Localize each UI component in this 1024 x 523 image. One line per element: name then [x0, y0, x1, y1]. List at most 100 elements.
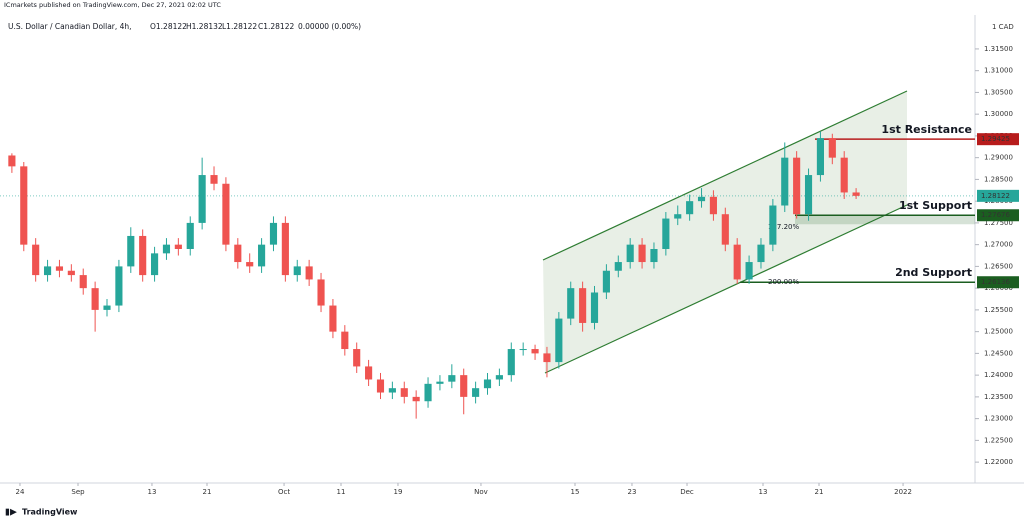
candle-body [745, 262, 753, 280]
candle-body [448, 375, 456, 382]
candle-body [757, 244, 765, 263]
candle-body [186, 222, 194, 249]
candle-body [91, 288, 99, 310]
candle-body [852, 192, 860, 196]
candle-body [638, 244, 646, 263]
candle-body [8, 155, 16, 167]
candle-body [460, 375, 468, 397]
x-tick-label: Oct [278, 488, 290, 496]
last-price-box [977, 189, 1019, 202]
candle-body [424, 383, 432, 402]
candle-body [258, 244, 266, 267]
symbol: U.S. Dollar / Canadian Dollar, 4h, [8, 22, 132, 31]
candle-body [341, 331, 349, 350]
candle-body [127, 235, 135, 267]
y-tick-label: 1.27500 [984, 219, 1013, 227]
fib-label: 127.20% [768, 223, 799, 231]
level-name: 2nd Support [895, 266, 972, 279]
support-zone [795, 215, 975, 225]
candle-body [579, 288, 587, 323]
level-price-label: 1.27676 [981, 211, 1010, 219]
y-tick-label: 1.27000 [984, 241, 1013, 249]
x-tick-label: Dec [680, 488, 694, 496]
candle-body [115, 266, 123, 306]
candle-body [686, 201, 694, 215]
x-tick-label: 21 [203, 488, 212, 496]
channel-lower [544, 204, 908, 374]
candle-body [20, 166, 28, 245]
level-price-box [977, 276, 1019, 289]
level-price-label: 1.26136 [981, 278, 1010, 286]
candle-body [697, 196, 706, 202]
y-tick-label: 1.23500 [984, 393, 1013, 401]
candle-body [222, 183, 230, 245]
candle-body [816, 138, 824, 176]
candle-body [662, 218, 670, 249]
currency-label: 1 CAD [992, 23, 1014, 31]
candle-body [400, 388, 408, 397]
candle-body [103, 305, 111, 310]
y-tick-label: 1.23000 [984, 415, 1013, 423]
candle-body [55, 266, 64, 271]
y-tick-label: 1.28500 [984, 175, 1013, 183]
candle-body [293, 266, 301, 276]
candle-body [483, 379, 492, 389]
candle-body [329, 305, 337, 332]
candle-body [543, 353, 551, 363]
candle-body [210, 175, 218, 184]
candle-body [614, 262, 622, 271]
candle-body [436, 381, 444, 384]
ohlc-value: O1.28122 [150, 22, 187, 31]
candle-body [804, 175, 813, 215]
candle-body [32, 244, 40, 276]
candle-body [198, 175, 206, 223]
level-price-box [977, 133, 1019, 146]
candle-body [602, 270, 610, 293]
candle-body [174, 244, 182, 249]
y-tick-label: 1.30000 [984, 110, 1013, 118]
candle-body [650, 249, 658, 263]
fib-label: 200.00% [768, 278, 799, 286]
last-price-label: 1.28122 [981, 192, 1010, 200]
x-tick-label: 13 [759, 488, 768, 496]
level-price-box [977, 209, 1019, 222]
publisher: ICmarkets published on TradingView.com, … [4, 1, 221, 9]
x-tick-label: 19 [394, 488, 403, 496]
candle-body [353, 349, 361, 367]
y-tick-label: 1.22000 [984, 458, 1013, 466]
candle-body [246, 262, 254, 267]
candle-body [555, 318, 563, 363]
ohlc-value: C1.28122 [258, 22, 294, 31]
candle-body [472, 388, 480, 397]
y-tick-label: 1.26500 [984, 262, 1013, 270]
level-name: 1st Support [899, 199, 972, 212]
candle-body [828, 138, 836, 158]
candle-body [840, 157, 848, 193]
candle-body [139, 235, 147, 276]
y-tick-label: 1.25500 [984, 306, 1013, 314]
candle-body [626, 244, 634, 263]
x-tick-label: Sep [71, 488, 85, 496]
candle-body [674, 214, 682, 219]
x-tick-label: 11 [337, 488, 346, 496]
y-tick-label: 1.31000 [984, 67, 1013, 75]
candle-body [793, 157, 801, 215]
candle-body [317, 279, 325, 306]
y-tick-label: 1.30500 [984, 88, 1013, 96]
level-price-label: 1.29425 [981, 135, 1010, 143]
candle-body [269, 222, 278, 245]
candle-body [388, 388, 396, 393]
y-tick-label: 1.25000 [984, 328, 1013, 336]
x-tick-label: 13 [147, 488, 156, 496]
candle-body [234, 244, 242, 263]
x-tick-label: 21 [815, 488, 824, 496]
ohlc-value: 0.00000 (0.00%) [298, 22, 361, 31]
y-tick-label: 1.29000 [984, 154, 1013, 162]
candle-body [590, 292, 599, 323]
candle-body [495, 375, 503, 380]
brand: TradingView [22, 508, 78, 517]
y-tick-label: 1.24000 [984, 371, 1013, 379]
y-tick-label: 1.22500 [984, 436, 1013, 444]
